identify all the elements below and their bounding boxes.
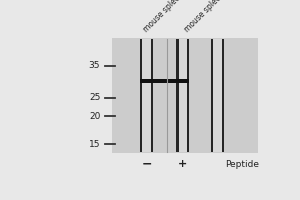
Text: 25: 25 [89,93,100,102]
Text: 20: 20 [89,112,100,121]
Text: −: − [142,158,152,171]
Text: mouse spleen: mouse spleen [142,0,185,34]
Text: 35: 35 [89,61,100,70]
Bar [140,39,153,152]
Text: +: + [178,159,188,169]
Text: 15: 15 [89,140,100,149]
Bar [211,39,224,152]
Bar [142,39,151,152]
Text: mouse spleen: mouse spleen [182,0,226,34]
Bar [213,39,222,152]
Bar [112,38,258,153]
Bar [178,39,187,152]
Bar [140,79,189,83]
Bar [176,39,189,152]
Text: Peptide: Peptide [225,160,259,169]
